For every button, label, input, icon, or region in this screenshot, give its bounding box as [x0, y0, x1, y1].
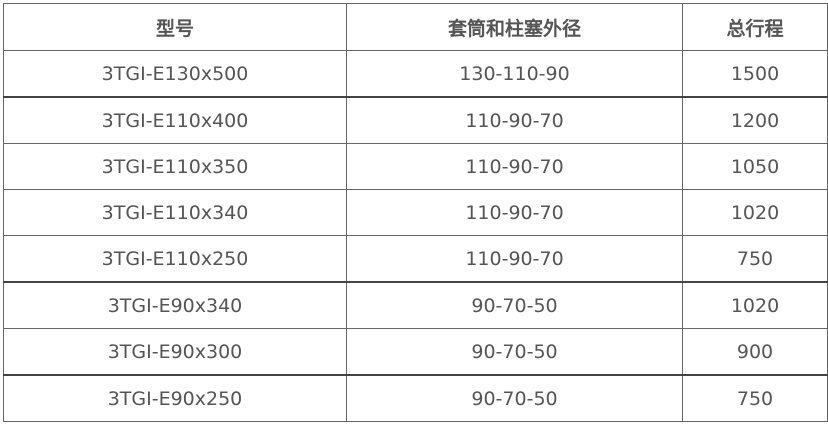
model-cell: 3TGI-E90x250 — [3, 374, 347, 422]
stroke-cell: 750 — [682, 374, 828, 422]
diameter-cell: 110-90-70 — [346, 189, 683, 236]
header-stroke: 总行程 — [682, 3, 828, 51]
table-row: 3TGI-E110x400 110-90-70 1200 — [3, 96, 828, 144]
spec-table: 型号 套筒和柱塞外径 总行程 3TGI-E130x500 130-110-90 15… — [3, 3, 828, 422]
table-row: 3TGI-E90x250 90-70-50 750 — [3, 374, 828, 422]
stroke-cell: 1200 — [682, 96, 828, 144]
diameter-cell: 110-90-70 — [346, 235, 683, 283]
table-row: 3TGI-E110x250 110-90-70 750 — [3, 235, 828, 283]
diameter-cell: 110-90-70 — [346, 96, 683, 144]
model-cell: 3TGI-E110x340 — [3, 189, 347, 236]
diameter-cell: 130-110-90 — [346, 50, 683, 98]
diameter-cell: 90-70-50 — [346, 328, 683, 376]
diameter-cell: 110-90-70 — [346, 143, 683, 190]
stroke-cell: 750 — [682, 235, 828, 283]
stroke-cell: 1020 — [682, 281, 828, 329]
model-cell: 3TGI-E110x350 — [3, 143, 347, 190]
table-row: 3TGI-E90x340 90-70-50 1020 — [3, 281, 828, 329]
stroke-cell: 1020 — [682, 189, 828, 236]
diameter-cell: 90-70-50 — [346, 374, 683, 422]
model-cell: 3TGI-E90x300 — [3, 328, 347, 376]
header-row: 型号 套筒和柱塞外径 总行程 — [3, 3, 828, 51]
stroke-cell: 1050 — [682, 143, 828, 190]
model-cell: 3TGI-E130x500 — [3, 50, 347, 98]
model-cell: 3TGI-E110x250 — [3, 235, 347, 283]
header-diameter: 套筒和柱塞外径 — [346, 3, 683, 51]
table-row: 3TGI-E90x300 90-70-50 900 — [3, 328, 828, 376]
stroke-cell: 900 — [682, 328, 828, 376]
stroke-cell: 1500 — [682, 50, 828, 98]
model-cell: 3TGI-E90x340 — [3, 281, 347, 329]
diameter-cell: 90-70-50 — [346, 281, 683, 329]
table-row: 3TGI-E110x340 110-90-70 1020 — [3, 189, 828, 236]
model-cell: 3TGI-E110x400 — [3, 96, 347, 144]
table-row: 3TGI-E110x350 110-90-70 1050 — [3, 143, 828, 190]
header-model: 型号 — [3, 3, 347, 51]
table-row: 3TGI-E130x500 130-110-90 1500 — [3, 50, 828, 98]
